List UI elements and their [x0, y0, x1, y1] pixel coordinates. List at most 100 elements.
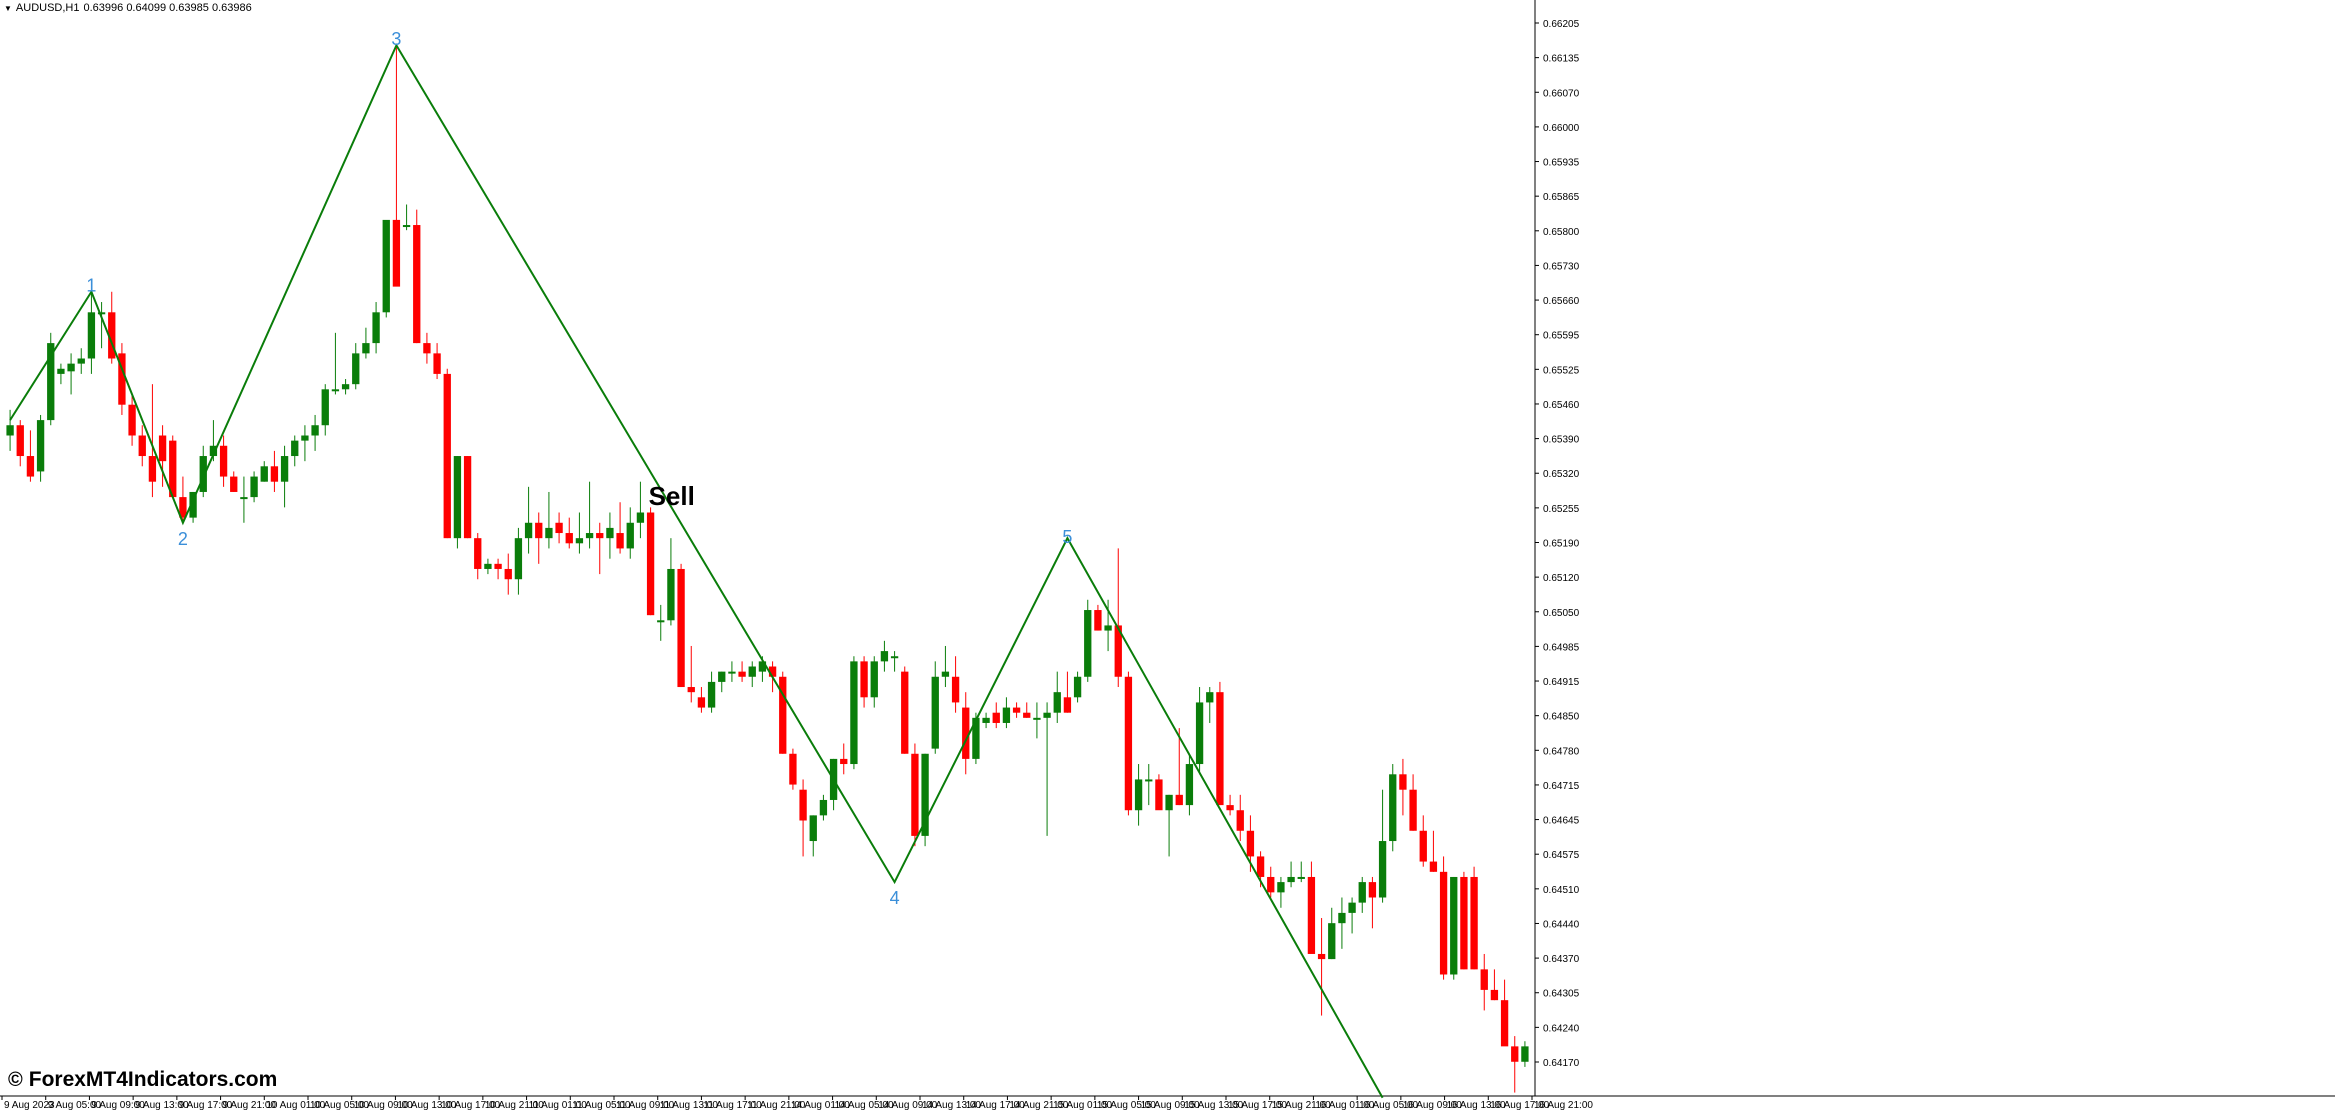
candle	[494, 558, 502, 580]
candle-body	[697, 697, 706, 708]
candle-body	[474, 538, 482, 569]
candle-body	[1195, 702, 1204, 765]
candle-body	[1114, 625, 1122, 677]
candle	[565, 517, 573, 549]
candle	[1389, 764, 1397, 852]
candle-body	[87, 312, 96, 359]
candle-body	[779, 676, 787, 754]
candle	[1338, 897, 1346, 949]
time-label: 11 Aug 09:00	[616, 1100, 675, 1111]
price-label: 0.65390	[1543, 435, 1580, 446]
candle-body	[1450, 876, 1458, 975]
candle-body	[870, 661, 878, 698]
candle	[809, 815, 817, 857]
time-label: 11 Aug 05:00	[572, 1100, 631, 1111]
candle-body	[148, 456, 157, 482]
candle	[626, 507, 634, 559]
candle	[1084, 599, 1092, 682]
candle	[677, 563, 685, 688]
time-label: 16 Aug 01:00	[1315, 1100, 1374, 1111]
candle	[413, 209, 421, 344]
candle-body	[67, 363, 75, 372]
price-label: 0.65595	[1543, 331, 1580, 342]
candle	[616, 502, 624, 554]
candle-body	[606, 527, 614, 539]
candle	[291, 435, 299, 467]
candle	[789, 748, 797, 790]
candle	[463, 456, 472, 539]
candle	[1368, 876, 1377, 929]
candle-body	[962, 707, 970, 759]
candle-body	[1094, 610, 1102, 631]
candle-body	[291, 440, 299, 457]
candle-body	[1053, 692, 1061, 713]
time-label: 9 Aug 13:00	[135, 1100, 189, 1111]
candle-body	[901, 671, 909, 754]
candles-layer	[6, 45, 1529, 1093]
time-label: 10 Aug 13:00	[397, 1100, 456, 1111]
candle-body	[951, 676, 960, 703]
wave-label-3: 3	[391, 29, 401, 49]
candle-body	[1236, 810, 1244, 831]
candle	[169, 435, 177, 498]
candle-body	[331, 389, 340, 392]
candle-body	[1358, 882, 1366, 903]
candle	[1348, 897, 1356, 934]
price-label: 0.65320	[1543, 469, 1580, 480]
candle-body	[941, 671, 950, 677]
price-label: 0.65935	[1543, 158, 1580, 169]
price-label: 0.66205	[1543, 19, 1580, 30]
candle	[138, 425, 146, 467]
candle	[1073, 671, 1082, 703]
candle	[687, 645, 695, 703]
candle-body	[524, 522, 533, 539]
candle	[636, 481, 645, 539]
candle	[524, 486, 533, 554]
candle-body	[97, 312, 106, 315]
time-label: 16 Aug 05:00	[1359, 1100, 1418, 1111]
candle	[1429, 830, 1438, 872]
price-label: 0.64915	[1543, 677, 1580, 688]
candle-body	[1002, 707, 1011, 723]
price-label: 0.64170	[1543, 1058, 1580, 1069]
candle	[911, 743, 919, 847]
candle	[382, 219, 390, 318]
price-label: 0.65730	[1543, 261, 1580, 272]
price-label: 0.64985	[1543, 642, 1580, 653]
candle-body	[169, 440, 177, 498]
candle-body	[921, 753, 929, 836]
symbol-header: ▼ AUDUSD,H1 0.63996 0.64099 0.63985 0.63…	[4, 2, 252, 14]
candle-body	[626, 522, 634, 549]
candle	[1053, 671, 1061, 723]
time-label: 10 Aug 01:00	[266, 1100, 325, 1111]
candle-body	[1084, 610, 1092, 677]
candle-body	[1277, 882, 1285, 893]
candle-body	[270, 466, 279, 482]
price-label: 0.65660	[1543, 296, 1580, 307]
candle-body	[1480, 969, 1488, 990]
candle-body	[240, 497, 248, 500]
candle	[1307, 861, 1316, 954]
candle-body	[1378, 841, 1387, 898]
price-label: 0.64240	[1543, 1023, 1580, 1034]
candle	[718, 671, 726, 693]
candle-body	[748, 666, 756, 677]
candle-body	[1429, 861, 1438, 872]
candle	[1033, 702, 1041, 739]
candle	[860, 656, 868, 708]
wave-labels-layer: 1 2 3 4 5 Sell	[86, 29, 1072, 908]
candle-body	[585, 533, 594, 539]
symbol-label: AUDUSD,H1	[15, 2, 80, 14]
candle	[921, 753, 929, 847]
time-label: 14 Aug 21:00	[1009, 1100, 1068, 1111]
candle	[1470, 866, 1478, 970]
candle	[1165, 794, 1173, 857]
price-label: 0.66135	[1543, 54, 1580, 65]
candle-body	[382, 219, 390, 313]
candle-body	[392, 219, 401, 287]
dropdown-arrow-icon[interactable]: ▼	[4, 3, 12, 13]
candle-body	[1145, 779, 1153, 782]
